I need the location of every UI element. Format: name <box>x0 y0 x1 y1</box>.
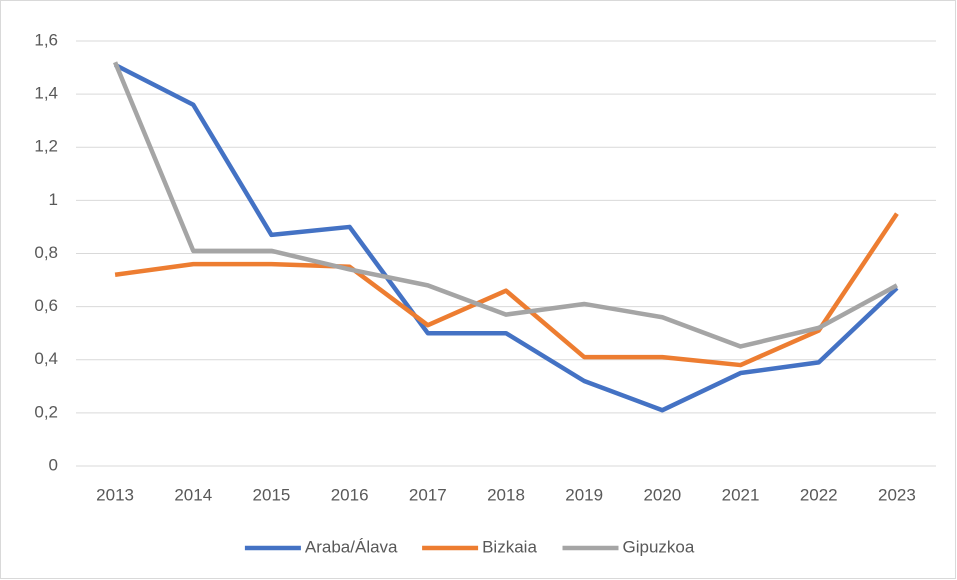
y-tick-label: 0,8 <box>34 243 58 262</box>
y-tick-label: 1 <box>49 190 58 209</box>
legend-label: Araba/Álava <box>305 537 398 556</box>
x-tick-label: 2019 <box>565 485 603 504</box>
legend-label: Bizkaia <box>482 537 537 556</box>
y-tick-label: 0 <box>49 455 58 474</box>
line <box>114 62 899 413</box>
x-tick-label: 2021 <box>722 485 760 504</box>
legend-label: Gipuzkoa <box>623 537 695 556</box>
y-tick-label: 1,2 <box>34 137 58 156</box>
x-tick-label: 2013 <box>96 485 134 504</box>
y-tick-label: 0,4 <box>34 349 58 368</box>
y-tick-label: 1,4 <box>34 84 58 103</box>
y-tick-label: 0,6 <box>34 296 58 315</box>
x-tick-label: 2018 <box>487 485 525 504</box>
x-tick-label: 2016 <box>331 485 369 504</box>
y-tick-label: 0,2 <box>34 402 58 421</box>
x-tick-label: 2020 <box>643 485 681 504</box>
x-tick-label: 2022 <box>800 485 838 504</box>
line <box>113 61 898 349</box>
x-tick-label: 2017 <box>409 485 447 504</box>
x-tick-label: 2014 <box>174 485 212 504</box>
x-tick-label: 2023 <box>878 485 916 504</box>
x-tick-label: 2015 <box>253 485 291 504</box>
line <box>114 212 899 368</box>
y-tick-label: 1,6 <box>34 30 58 49</box>
